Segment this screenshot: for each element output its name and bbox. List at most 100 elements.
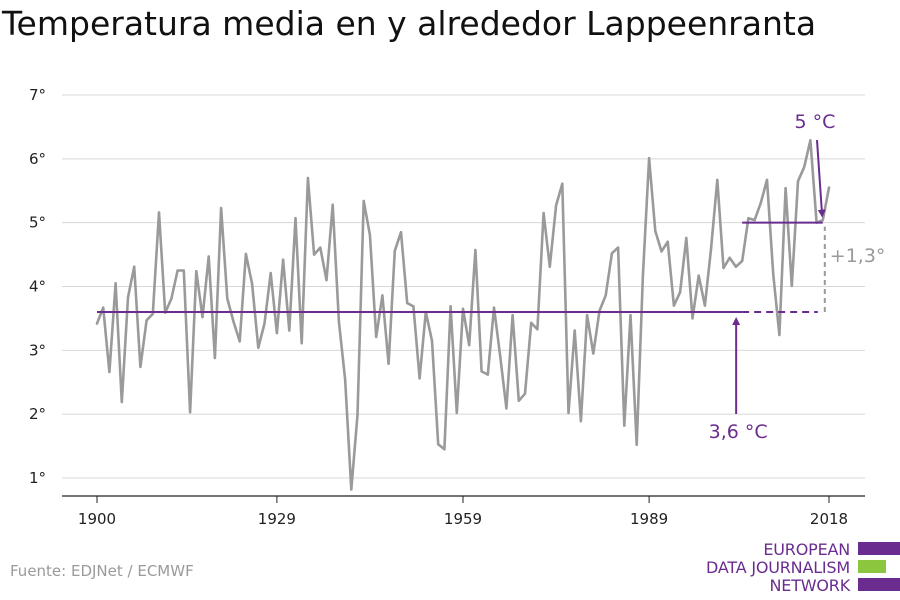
data-point	[232, 320, 235, 323]
data-point	[579, 419, 583, 423]
data-point	[331, 203, 334, 206]
data-point	[778, 333, 781, 337]
data-point	[511, 314, 514, 317]
y-tick-label: 2°	[29, 405, 46, 423]
chart-title: Temperatura media en y alrededor Lappeen…	[2, 4, 817, 43]
data-point	[300, 342, 303, 345]
data-point	[250, 282, 254, 286]
data-point	[796, 179, 800, 183]
data-point	[486, 373, 490, 376]
y-tick-label: 5°	[29, 214, 46, 232]
data-point	[170, 297, 173, 300]
data-point	[387, 362, 390, 365]
data-point	[306, 176, 310, 180]
data-point	[157, 211, 161, 214]
data-point	[325, 278, 328, 282]
data-point	[492, 306, 496, 309]
data-point	[281, 258, 285, 261]
data-point	[759, 201, 762, 205]
data-point	[219, 206, 223, 210]
data-point	[728, 256, 731, 259]
x-tick-label: 1989	[630, 510, 668, 528]
data-point	[610, 252, 614, 255]
data-point	[678, 291, 682, 294]
data-point	[567, 411, 570, 415]
data-point	[362, 199, 365, 203]
logo-line-3: NETWORK	[769, 576, 851, 595]
data-point	[548, 265, 552, 268]
data-point	[139, 365, 142, 369]
data-point	[207, 255, 210, 258]
data-point	[523, 392, 527, 395]
data-point	[195, 269, 198, 273]
data-point	[592, 352, 595, 355]
data-point	[182, 269, 186, 272]
data-point	[126, 296, 130, 299]
data-point	[740, 259, 744, 263]
data-point	[405, 301, 409, 305]
data-point	[499, 354, 502, 358]
data-point	[350, 488, 353, 491]
data-point	[269, 271, 272, 275]
data-point	[238, 340, 241, 343]
data-point	[697, 274, 700, 277]
data-point	[709, 247, 713, 250]
data-point	[374, 335, 378, 339]
data-point	[827, 186, 831, 189]
recent-mean-label: 5 °C	[795, 111, 836, 133]
data-point	[393, 249, 396, 252]
logo-bar-2	[858, 560, 886, 573]
data-point	[536, 328, 539, 331]
x-tick-label: 1959	[444, 510, 482, 528]
data-point	[399, 231, 403, 234]
data-point	[753, 218, 756, 222]
data-point	[319, 246, 322, 249]
data-point	[108, 370, 111, 374]
y-tick-label: 4°	[29, 278, 46, 296]
data-point	[188, 411, 192, 414]
data-point	[337, 320, 341, 323]
data-point	[703, 304, 707, 307]
baseline-mean-label: 3,6 °C	[709, 421, 768, 443]
data-point	[554, 204, 558, 207]
data-point	[102, 306, 105, 309]
data-point	[517, 399, 521, 402]
data-point	[561, 182, 564, 185]
data-point	[294, 216, 297, 220]
data-point	[685, 236, 688, 240]
data-point	[368, 233, 372, 236]
data-point	[672, 304, 676, 307]
data-point	[312, 253, 316, 256]
data-point	[691, 317, 694, 320]
data-point	[771, 272, 775, 275]
logo-bar-1	[858, 542, 900, 555]
data-point	[647, 156, 651, 160]
data-point	[716, 178, 719, 182]
data-point	[263, 322, 266, 325]
logo-line-2: DATA JOURNALISM	[706, 558, 850, 577]
logo-bar-3	[858, 578, 900, 591]
data-point	[635, 443, 638, 447]
data-point	[455, 411, 458, 415]
source-note: Fuente: EDJNet / ECMWF	[10, 562, 194, 580]
data-point	[809, 139, 812, 142]
data-point	[747, 216, 750, 220]
data-point	[616, 246, 620, 249]
data-point	[585, 314, 589, 317]
data-point	[201, 315, 204, 319]
data-point	[480, 370, 483, 373]
data-point	[790, 284, 793, 288]
x-axis: 1900 1929 1959 1989 2018	[62, 495, 865, 528]
reference-lines: +1,3° 3,6 °C 5 °C	[97, 111, 885, 443]
data-point	[244, 252, 248, 256]
data-point	[654, 229, 657, 233]
y-tick-label: 1°	[29, 469, 46, 487]
data-point	[802, 165, 806, 169]
y-tick-label: 6°	[29, 150, 46, 168]
logo-line-1: EUROPEAN	[763, 540, 850, 559]
data-point	[821, 218, 824, 222]
x-tick-label: 2018	[810, 510, 848, 528]
data-point	[120, 400, 124, 404]
data-point	[604, 294, 607, 297]
x-tick-label: 1929	[258, 510, 296, 528]
